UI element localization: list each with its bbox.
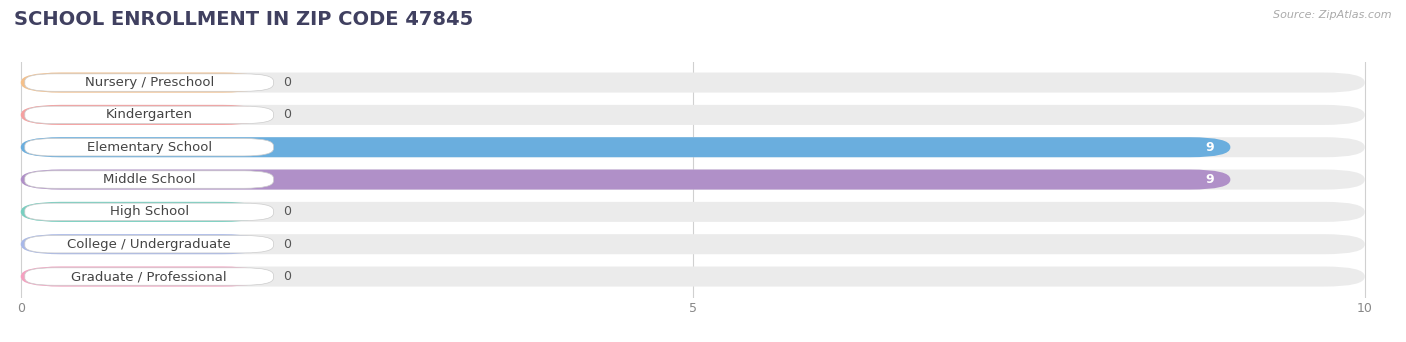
FancyBboxPatch shape	[25, 171, 273, 188]
Text: 0: 0	[283, 206, 291, 219]
Text: Middle School: Middle School	[103, 173, 195, 186]
FancyBboxPatch shape	[21, 73, 1365, 93]
FancyBboxPatch shape	[21, 266, 1365, 287]
Text: Elementary School: Elementary School	[87, 141, 212, 154]
FancyBboxPatch shape	[25, 203, 273, 221]
FancyBboxPatch shape	[21, 170, 1230, 189]
FancyBboxPatch shape	[25, 74, 273, 91]
FancyBboxPatch shape	[21, 202, 1365, 222]
FancyBboxPatch shape	[21, 234, 263, 254]
FancyBboxPatch shape	[21, 266, 263, 287]
FancyBboxPatch shape	[25, 139, 273, 156]
Text: Nursery / Preschool: Nursery / Preschool	[84, 76, 214, 89]
Text: 0: 0	[283, 108, 291, 121]
FancyBboxPatch shape	[21, 170, 1365, 189]
Text: 9: 9	[1205, 141, 1215, 154]
FancyBboxPatch shape	[25, 106, 273, 123]
Text: 9: 9	[1205, 173, 1215, 186]
FancyBboxPatch shape	[21, 137, 1230, 157]
Text: 0: 0	[283, 76, 291, 89]
FancyBboxPatch shape	[21, 105, 263, 125]
FancyBboxPatch shape	[21, 105, 1365, 125]
Text: Graduate / Professional: Graduate / Professional	[72, 270, 226, 283]
Text: 0: 0	[283, 270, 291, 283]
FancyBboxPatch shape	[21, 202, 263, 222]
Text: Source: ZipAtlas.com: Source: ZipAtlas.com	[1274, 10, 1392, 20]
Text: SCHOOL ENROLLMENT IN ZIP CODE 47845: SCHOOL ENROLLMENT IN ZIP CODE 47845	[14, 10, 474, 29]
FancyBboxPatch shape	[21, 234, 1365, 254]
FancyBboxPatch shape	[25, 268, 273, 285]
Text: 0: 0	[283, 238, 291, 251]
FancyBboxPatch shape	[21, 137, 1365, 157]
Text: College / Undergraduate: College / Undergraduate	[67, 238, 231, 251]
FancyBboxPatch shape	[21, 73, 263, 93]
Text: Kindergarten: Kindergarten	[105, 108, 193, 121]
FancyBboxPatch shape	[25, 236, 273, 253]
Text: High School: High School	[110, 206, 188, 219]
